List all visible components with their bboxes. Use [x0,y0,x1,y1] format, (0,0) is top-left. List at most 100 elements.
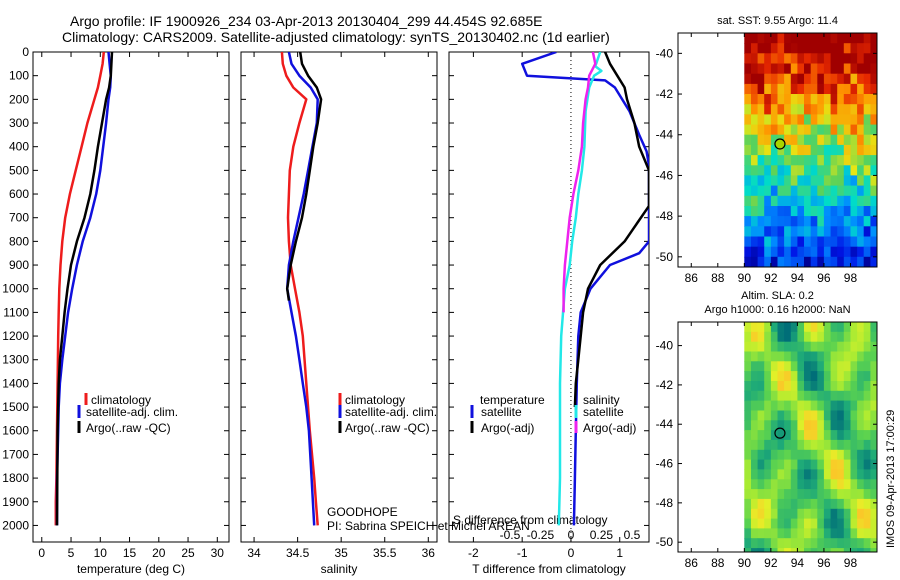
map-cell [823,63,832,75]
map-cell [810,351,818,362]
map-cell [777,104,785,115]
plot-frame [448,51,650,543]
map-cell [843,538,851,549]
map-cell [770,165,779,177]
map-cell [817,63,825,75]
map-cell [797,246,805,258]
map-cell [784,548,792,552]
map-cell [863,236,871,248]
map-cell [777,371,785,382]
map-cell [843,430,851,441]
map-cell [784,430,792,441]
map-frame [677,321,878,553]
map-cell [870,155,877,166]
map-cell [790,134,798,146]
map-cell [850,371,858,382]
y-tick-label: 1200 [2,329,29,343]
map-cell [784,459,792,470]
x-tick-label: 90 [738,271,752,285]
map-cell [810,548,818,552]
map-cell [863,185,871,197]
map-cell [804,528,812,539]
map-cell [850,449,858,461]
map-cell [843,216,851,227]
map-cell [784,124,792,136]
map-cell [751,420,759,431]
map-cell [857,236,865,248]
map-cell [870,185,877,197]
y-tick-label: 200 [9,92,29,106]
map-cell [784,216,792,227]
map-cell [764,508,772,520]
y-tick-label: 600 [9,187,29,201]
sst-map-panel: 86 88 90 92 94 96 98 -40 -42 -44 -46 -48 -50 sat. SST… [656,15,878,285]
map-cell [830,400,838,411]
map-cell [764,195,772,207]
map-cell [777,381,785,392]
heatmap-cells [744,33,877,267]
map-cell [804,53,812,65]
map-cell [823,43,832,54]
map-cell [797,33,805,44]
map-cell [830,548,838,552]
map-cell [830,371,838,382]
series-line [55,52,114,526]
map-cell [817,498,825,510]
map-cell [843,381,851,392]
map-cell [863,144,871,156]
map-cell [837,361,845,372]
map-cell [744,371,752,382]
map-cell [837,175,845,187]
difference-panel: -2 -1 0 1 T difference from climatology S dif… [448,51,650,576]
map-cell [744,236,752,248]
map-cell [830,246,838,258]
map-cell [830,322,838,333]
map-cell [751,400,759,411]
map-cell [843,508,851,520]
map-cell [870,538,877,549]
map-cell [870,134,877,146]
map-cell [870,400,877,411]
map-cell [823,175,832,187]
map-cell [870,381,877,392]
map-cell [777,114,785,126]
map-cell [797,400,805,411]
map-cell [830,361,838,372]
map-cell [764,430,772,441]
map-cell [751,144,759,156]
map-cell [843,185,851,197]
map-cell [790,489,798,500]
map-cell [777,518,785,529]
map-cell [764,83,772,95]
map-cell [770,439,779,451]
map-cell [770,498,779,510]
map-cell [817,134,825,146]
map-cell [797,341,805,353]
map-cell [863,104,871,115]
map-cell [810,246,818,258]
map-cell [810,538,818,549]
map-cell [810,114,818,126]
map-cell [837,459,845,470]
map-cell [843,236,851,248]
map-cell [757,361,765,372]
map-cell [757,479,765,490]
map-cell [764,104,772,115]
map-cell [850,114,858,126]
map-cell [751,175,759,187]
map-cell [817,489,825,500]
map-cell [757,548,765,552]
map-cell [744,469,752,480]
map-cell [863,165,871,177]
map-cell [804,104,812,115]
map-cell [863,449,871,461]
map-cell [770,43,779,54]
map-cell [870,83,877,95]
map-cell [857,410,865,421]
map-cell [790,469,798,480]
map-cell [857,124,865,136]
map-cell [823,226,832,238]
map-cell [870,73,877,85]
map-cell [857,73,865,85]
map-cell [817,206,825,217]
